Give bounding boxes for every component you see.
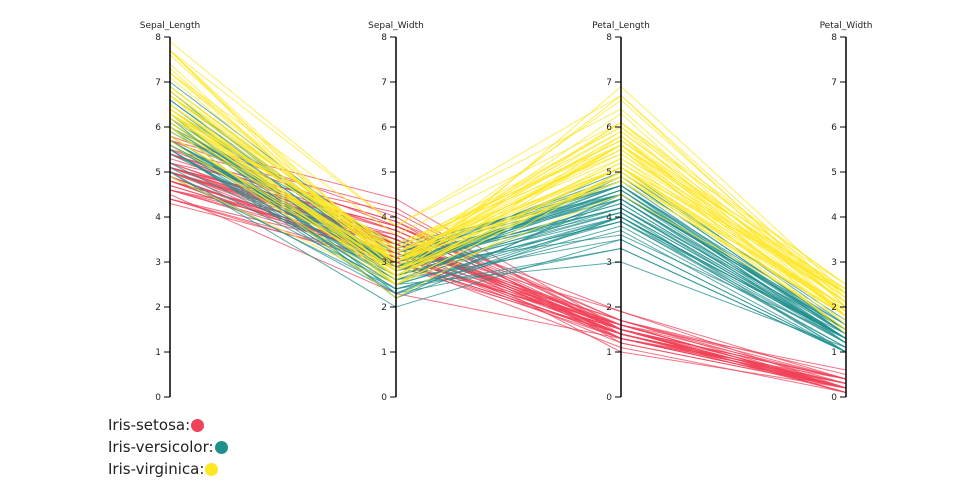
data-line-iris-versicolor (169, 167, 847, 348)
tick-label: 7 (155, 78, 161, 88)
tick-label: 3 (831, 258, 837, 268)
legend-item-setosa[interactable]: Iris-setosa: (108, 414, 228, 436)
tick-label: 0 (381, 393, 387, 403)
tick-label: 6 (381, 123, 387, 133)
tick-label: 8 (831, 33, 837, 43)
axis-title: Sepal_Length (140, 21, 201, 31)
axis-title: Petal_Width (820, 21, 873, 31)
tick-label: 5 (381, 168, 387, 178)
legend-label: Iris-setosa: (108, 416, 191, 434)
tick-label: 1 (155, 348, 161, 358)
legend-label: Iris-virginica: (108, 460, 205, 478)
tick-label: 4 (155, 213, 161, 223)
legend-label: Iris-versicolor: (108, 438, 214, 456)
data-line-iris-virginica (169, 50, 847, 299)
tick-label: 5 (606, 168, 612, 178)
data-line-iris-virginica (169, 95, 847, 290)
tick-label: 0 (155, 393, 161, 403)
data-line-iris-virginica (169, 72, 847, 285)
data-line-iris-virginica (169, 131, 847, 317)
axis-sepal-width[interactable]: Sepal_Width 0 1 2 3 4 5 6 7 8 (368, 21, 424, 403)
legend: Iris-setosa: Iris-versicolor: Iris-virgi… (108, 414, 228, 480)
tick-label: 3 (381, 258, 387, 268)
tick-label: 1 (381, 348, 387, 358)
tick-label: 4 (381, 213, 387, 223)
tick-label: 5 (155, 168, 161, 178)
axis-sepal-length[interactable]: Sepal_Length 0 1 2 3 4 5 6 7 8 (140, 21, 201, 403)
tick-label: 7 (381, 78, 387, 88)
data-line-iris-virginica (169, 135, 847, 312)
tick-label: 8 (155, 33, 161, 43)
tick-label: 2 (831, 303, 837, 313)
legend-dot-icon (214, 440, 228, 454)
tick-label: 0 (606, 393, 612, 403)
legend-item-virginica[interactable]: Iris-virginica: (108, 458, 228, 480)
axes: Sepal_Length 0 1 2 3 4 5 6 7 8 Sepal_Width 0 1 2 3 4 5 6 7… (140, 21, 873, 403)
data-line-iris-virginica (169, 90, 847, 294)
axis-title: Sepal_Width (368, 21, 424, 31)
tick-label: 7 (831, 78, 837, 88)
tick-label: 6 (606, 123, 612, 133)
data-line-iris-versicolor (169, 149, 847, 339)
tick-label: 1 (831, 348, 837, 358)
tick-label: 4 (606, 213, 612, 223)
data-line-iris-virginica (169, 50, 847, 308)
tick-label: 5 (831, 168, 837, 178)
tick-label: 0 (831, 393, 837, 403)
data-line-iris-versicolor (169, 149, 847, 353)
tick-label: 3 (606, 258, 612, 268)
data-line-iris-virginica (169, 95, 847, 285)
tick-label: 1 (606, 348, 612, 358)
data-line-iris-versicolor (169, 171, 847, 353)
tick-label: 2 (155, 303, 161, 313)
axis-title: Petal_Length (592, 21, 650, 31)
axis-petal-length[interactable]: Petal_Length 0 1 2 3 4 5 6 7 8 (592, 21, 650, 403)
tick-label: 3 (155, 258, 161, 268)
legend-item-versicolor[interactable]: Iris-versicolor: (108, 436, 228, 458)
tick-label: 2 (606, 303, 612, 313)
tick-label: 7 (606, 78, 612, 88)
data-line-iris-virginica (169, 126, 847, 330)
tick-label: 8 (381, 33, 387, 43)
tick-label: 6 (831, 123, 837, 133)
data-line-iris-virginica (169, 176, 847, 321)
data-line-iris-virginica (169, 117, 847, 294)
axis-petal-width[interactable]: Petal_Width 0 1 2 3 4 5 6 7 8 (820, 21, 873, 403)
legend-dot-icon (205, 462, 219, 476)
tick-label: 6 (155, 123, 161, 133)
tick-label: 2 (381, 303, 387, 313)
tick-label: 8 (606, 33, 612, 43)
data-lines (169, 41, 847, 393)
tick-label: 4 (831, 213, 837, 223)
legend-dot-icon (191, 418, 205, 432)
data-line-iris-virginica (169, 108, 847, 299)
data-line-iris-virginica (169, 104, 847, 308)
